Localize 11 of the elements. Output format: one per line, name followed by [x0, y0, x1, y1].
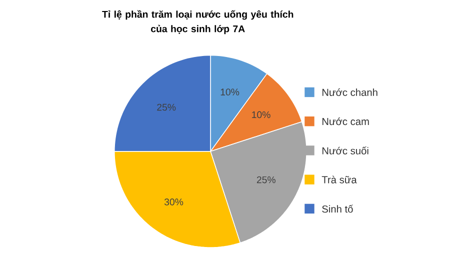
- data-label: 10%: [220, 88, 240, 96]
- legend-label: Nước suối: [322, 146, 368, 154]
- chart-title: Tỉ lệ phần trăm loại nước uống yêu thích của học sinh lớp 7A: [102, 10, 294, 34]
- legend-label: Nước chanh: [322, 88, 378, 96]
- legend-label: Nước cam: [322, 117, 369, 126]
- data-label: 10%: [252, 111, 270, 118]
- data-label: 30%: [164, 198, 184, 206]
- legend-label: Trà sữa: [322, 176, 357, 184]
- data-label: 25%: [157, 104, 176, 111]
- data-label: 25%: [256, 176, 276, 184]
- legend-label: Sinh tố: [322, 204, 354, 213]
